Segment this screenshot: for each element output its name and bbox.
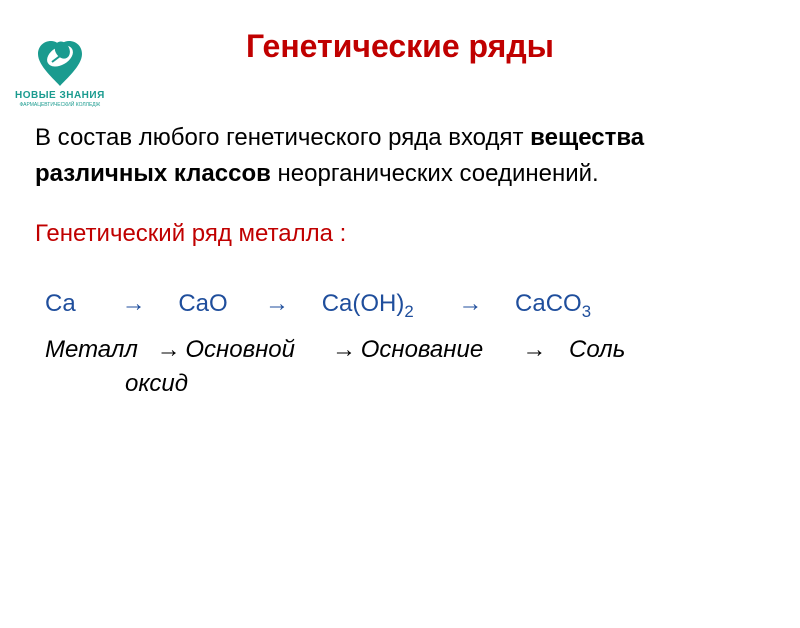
label-basic: Основной	[185, 336, 325, 364]
label-base: Основание	[361, 336, 516, 364]
slide-title: Генетические ряды	[0, 28, 800, 65]
chemical-equation: Ca → CaO → Ca(OH)2 → CaCO3	[35, 290, 765, 322]
eq-cao: CaO	[178, 290, 258, 318]
label-metal: Металл	[45, 336, 150, 364]
arrow-icon: →	[332, 336, 354, 364]
equation-labels-line2: оксид	[35, 370, 765, 398]
logo: НОВЫЕ ЗНАНИЯ ФАРМАЦЕВТИЧЕСКИЙ КОЛЛЕДЖ	[15, 38, 105, 108]
label-salt: Соль	[569, 336, 625, 364]
logo-subtext: ФАРМАЦЕВТИЧЕСКИЙ КОЛЛЕДЖ	[19, 102, 100, 108]
para-part1: В состав любого генетического ряда входя…	[35, 124, 530, 151]
arrow-icon: →	[157, 336, 179, 364]
arrow-icon: →	[265, 290, 315, 318]
logo-text: НОВЫЕ ЗНАНИЯ	[15, 90, 105, 101]
intro-paragraph: В состав любого генетического ряда входя…	[35, 120, 765, 192]
arrow-icon: →	[122, 290, 172, 318]
slide-content: В состав любого генетического ряда входя…	[0, 120, 800, 398]
eq-caoh2: Ca(OH)2	[322, 290, 452, 322]
eq-ca: Ca	[45, 290, 115, 318]
equation-labels: Металл → Основной → Основание → Соль	[35, 336, 765, 364]
para-part3: неорганических соединений.	[271, 160, 599, 187]
subtitle: Генетический ряд металла :	[35, 220, 765, 248]
arrow-icon: →	[458, 290, 508, 318]
label-oxide: оксид	[125, 370, 188, 397]
arrow-icon: →	[522, 336, 562, 364]
eq-caco3: CaCO3	[515, 290, 591, 322]
heart-pill-icon	[30, 38, 90, 88]
